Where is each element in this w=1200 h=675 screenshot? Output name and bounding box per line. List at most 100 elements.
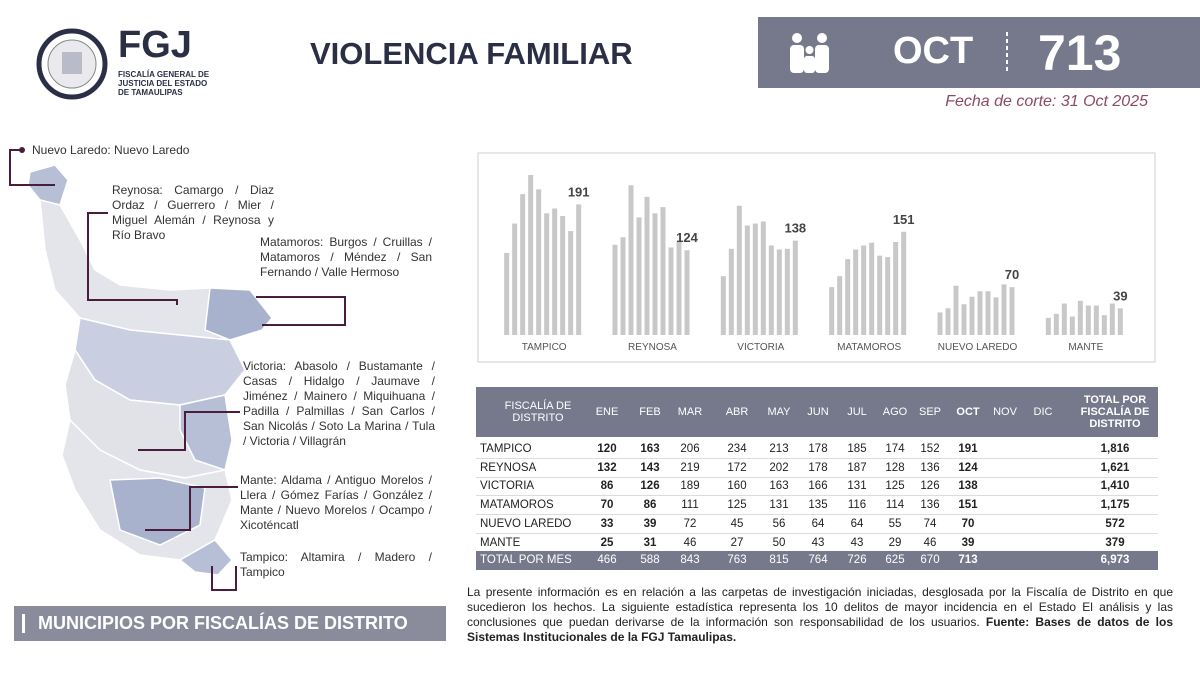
bar [728, 248, 734, 335]
bar [1101, 315, 1107, 335]
month-total: 625 [885, 554, 905, 566]
category-label: TAMPICO [522, 342, 567, 353]
table-cell: 39 [961, 536, 975, 549]
table-cell: 178 [808, 443, 828, 455]
bar [620, 237, 626, 335]
bar [1061, 303, 1067, 335]
bar [792, 240, 798, 335]
bar [877, 255, 883, 335]
bar [512, 223, 518, 335]
footnote: La presente información es en relación a… [467, 585, 1173, 645]
table-cell: 143 [640, 461, 660, 474]
table-cell: 135 [808, 499, 828, 512]
page-title: VIOLENCIA FAMILIAR [310, 36, 633, 71]
header-box [758, 17, 1200, 88]
table-cell: 45 [730, 517, 744, 530]
bar-value-label: 70 [1005, 267, 1019, 282]
bar [784, 248, 790, 335]
table-cell: 151 [958, 499, 978, 512]
table-cell: 178 [808, 461, 828, 474]
footnote-source: Fuente: Bases de datos de los Sistemas I… [467, 615, 1173, 644]
bar-value-label: 39 [1113, 288, 1127, 303]
table-cell: 128 [885, 461, 905, 474]
table-header: DIC [1033, 406, 1053, 418]
table-cell: 124 [958, 461, 978, 474]
bar [644, 196, 650, 335]
table-cell: 126 [640, 480, 660, 493]
bar [937, 312, 943, 335]
table-cell: 31 [643, 536, 657, 549]
total-row-label: TOTAL POR MES [480, 554, 572, 566]
table-cell: 125 [727, 499, 747, 512]
bar [1053, 313, 1059, 335]
bar [636, 217, 642, 335]
map-label: Reynosa: Camargo / Diaz Ordaz / Guerrero… [112, 183, 274, 242]
header-month: OCT [893, 30, 974, 72]
table-header: JUN [807, 406, 829, 418]
logo-text: FGJ [118, 24, 192, 66]
bar [520, 194, 526, 335]
row-total: 379 [1105, 536, 1125, 549]
month-total: 713 [958, 554, 978, 566]
bar [504, 252, 510, 335]
bar [720, 276, 726, 335]
table-header-bg [476, 387, 1158, 437]
bar [768, 245, 774, 335]
month-total: 726 [847, 554, 867, 566]
bar [985, 291, 991, 335]
table-header: ENE [595, 406, 619, 418]
bar [676, 242, 682, 335]
table-cell: 202 [769, 461, 789, 474]
table-cell: 126 [920, 480, 940, 493]
bar [829, 287, 835, 335]
table-cell: 213 [769, 443, 789, 455]
bar [993, 297, 999, 335]
month-total: 764 [808, 554, 828, 566]
table-cell: 191 [958, 443, 978, 455]
category-label: MANTE [1068, 342, 1103, 353]
table-cell: 86 [643, 499, 657, 512]
table-cell: 46 [683, 536, 697, 549]
bar [969, 296, 975, 335]
map-label: Matamoros: Burgos / Cruillas / Matamoros… [260, 235, 432, 279]
logo-line: DE TAMAULIPAS [118, 88, 183, 97]
table-cell: 72 [683, 517, 697, 530]
connector-dot [19, 147, 25, 153]
table-cell: 131 [847, 480, 867, 493]
bar [660, 207, 666, 335]
logo-ring [36, 28, 108, 100]
bar [1045, 317, 1051, 335]
bar [861, 245, 867, 335]
bar [776, 249, 782, 335]
bar [576, 204, 582, 335]
bar [837, 276, 843, 335]
table-cell: 39 [643, 517, 657, 530]
map-connectors [9, 149, 346, 591]
bar [536, 189, 542, 335]
bar [668, 247, 674, 335]
row-total: 1,175 [1100, 499, 1130, 512]
row-label: MATAMOROS [480, 499, 554, 512]
row-total: 1,621 [1100, 461, 1130, 474]
bar [1093, 305, 1099, 335]
row-label: REYNOSA [480, 461, 537, 474]
table-cell: 163 [769, 480, 789, 493]
bar [1069, 316, 1075, 335]
bar [612, 244, 618, 335]
category-label: MATAMOROS [837, 342, 901, 353]
table-cell: 120 [597, 443, 617, 455]
section-box [14, 606, 446, 641]
table-header: ABR [725, 406, 749, 418]
row-separator [476, 476, 1158, 478]
row-separator [476, 532, 1158, 534]
bar [544, 213, 550, 335]
table-cell: 152 [920, 443, 940, 455]
month-total: 588 [640, 554, 660, 566]
logo-shield [62, 52, 82, 74]
table-cell: 86 [600, 480, 614, 493]
table-cell: 138 [958, 480, 978, 493]
chart-frame [477, 152, 1156, 363]
section-bar [22, 614, 25, 633]
